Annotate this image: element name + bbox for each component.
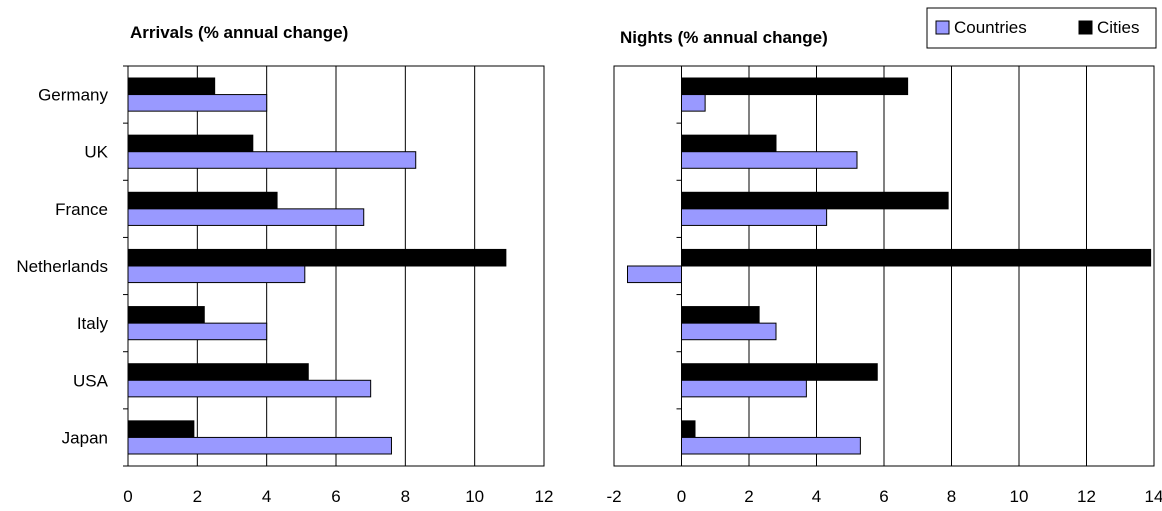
arrivals-category-label-italy: Italy: [77, 314, 109, 333]
nights-x-tick-label: 0: [677, 487, 686, 506]
arrivals-bar-cities-italy: [127, 306, 205, 324]
nights-bar-cities-france: [681, 191, 949, 210]
arrivals-category-label-usa: USA: [73, 371, 109, 390]
nights-bar-cities-usa: [681, 363, 878, 381]
arrivals-bar-countries-netherlands: [127, 265, 306, 284]
arrivals-bar-countries-usa: [127, 379, 372, 398]
arrivals-bar-cities-japan: [127, 420, 195, 438]
arrivals-bar-countries-uk: [127, 151, 417, 169]
nights-x-tick-label: 6: [879, 487, 888, 506]
nights-bar-cities-uk: [681, 134, 777, 153]
arrivals-bar-countries-japan: [127, 436, 392, 455]
nights-x-tick-label: 4: [812, 487, 821, 506]
arrivals-bar-cities-usa: [127, 363, 309, 381]
arrivals-bar-cities-uk: [127, 134, 254, 153]
legend-swatch-countries: [935, 20, 950, 35]
arrivals-bar-cities-netherlands: [127, 248, 507, 267]
arrivals-plot: 0 2 4 6 8 10 12 Germany UK France Netherlands Italy…: [16, 65, 554, 506]
arrivals-category-label-uk: UK: [84, 143, 108, 162]
arrivals-chart-title: Arrivals (% annual change): [130, 23, 348, 42]
nights-x-tick-label: 12: [1077, 487, 1096, 506]
nights-bar-countries-usa: [681, 379, 807, 398]
legend-label-countries: Countries: [954, 18, 1027, 37]
arrivals-x-tick-label: 8: [401, 487, 410, 506]
arrivals-x-tick-label: 10: [465, 487, 484, 506]
arrivals-bar-cities-germany: [127, 77, 216, 96]
arrivals-bar-countries-italy: [127, 322, 268, 341]
nights-bar-countries-france: [681, 208, 828, 226]
arrivals-category-label-france: France: [55, 200, 108, 219]
arrivals-bar-cities-france: [127, 191, 278, 210]
nights-bar-cities-germany: [681, 77, 909, 96]
arrivals-x-tick-label: 6: [331, 487, 340, 506]
nights-x-tick-label: 8: [947, 487, 956, 506]
arrivals-x-tick-label: 4: [262, 487, 271, 506]
arrivals-x-tick-label: 0: [123, 487, 132, 506]
nights-bar-countries-uk: [681, 151, 858, 169]
nights-bar-cities-italy: [681, 306, 760, 324]
nights-chart-title: Nights (% annual change): [620, 28, 828, 47]
arrivals-x-tick-label: 2: [193, 487, 202, 506]
legend-swatch-cities: [1078, 20, 1093, 35]
legend: Countries Cities: [926, 7, 1157, 49]
arrivals-bar-countries-germany: [127, 94, 268, 112]
legend-frame: [926, 7, 1157, 49]
nights-bar-countries-netherlands: [627, 265, 682, 284]
nights-bar-cities-japan: [681, 420, 696, 438]
nights-bar-cities-netherlands: [681, 248, 1152, 267]
nights-plot: -2 0 2 4 6 8 10 12 14: [606, 65, 1162, 506]
nights-x-tick-label: -2: [606, 487, 621, 506]
nights-x-tick-label: 2: [744, 487, 753, 506]
arrivals-x-tick-label: 12: [535, 487, 554, 506]
arrivals-bar-countries-france: [127, 208, 365, 226]
nights-x-tick-label: 10: [1010, 487, 1029, 506]
arrivals-category-label-japan: Japan: [62, 428, 108, 447]
arrivals-category-label-netherlands: Netherlands: [16, 257, 108, 276]
nights-bar-countries-italy: [681, 322, 777, 341]
arrivals-category-label-germany: Germany: [38, 86, 108, 105]
nights-x-tick-label: 14: [1145, 487, 1162, 506]
legend-label-cities: Cities: [1097, 18, 1140, 37]
nights-bar-countries-japan: [681, 436, 861, 455]
nights-bar-countries-germany: [681, 94, 706, 112]
